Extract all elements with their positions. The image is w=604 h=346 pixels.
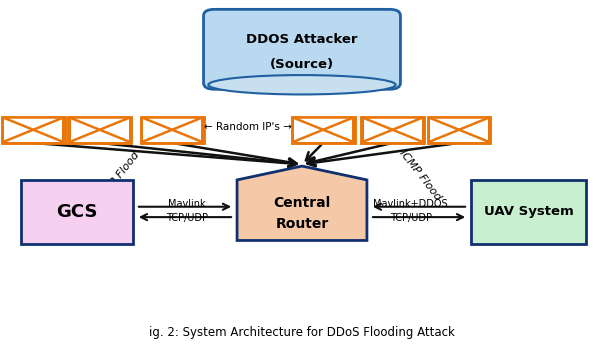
- FancyBboxPatch shape: [141, 117, 204, 143]
- FancyBboxPatch shape: [21, 180, 133, 244]
- Text: UAV System: UAV System: [484, 206, 573, 218]
- FancyBboxPatch shape: [361, 117, 424, 143]
- FancyBboxPatch shape: [68, 117, 131, 143]
- Text: Mavlink: Mavlink: [169, 199, 206, 209]
- FancyBboxPatch shape: [292, 117, 355, 143]
- FancyBboxPatch shape: [471, 180, 586, 244]
- Text: DDOS Attacker: DDOS Attacker: [246, 33, 358, 46]
- Text: Central: Central: [274, 196, 330, 210]
- Text: (Source): (Source): [270, 58, 334, 71]
- FancyBboxPatch shape: [428, 117, 490, 143]
- Text: TCP/UDP: TCP/UDP: [390, 213, 432, 223]
- FancyBboxPatch shape: [143, 118, 201, 142]
- Text: ICMP Flood: ICMP Flood: [397, 148, 443, 202]
- Text: TCP Flood: TCP Flood: [100, 150, 141, 199]
- FancyBboxPatch shape: [430, 118, 488, 142]
- Text: Router: Router: [275, 217, 329, 230]
- FancyBboxPatch shape: [2, 117, 65, 143]
- Ellipse shape: [208, 75, 396, 94]
- Text: GCS: GCS: [56, 203, 98, 221]
- Text: TCP/UDP: TCP/UDP: [166, 213, 208, 223]
- Text: Mavlink+DDOS: Mavlink+DDOS: [373, 199, 448, 209]
- Polygon shape: [237, 166, 367, 240]
- FancyBboxPatch shape: [4, 118, 62, 142]
- Text: ← Random IP's →: ← Random IP's →: [204, 122, 292, 132]
- FancyBboxPatch shape: [364, 118, 422, 142]
- FancyBboxPatch shape: [71, 118, 129, 142]
- Text: ig. 2: System Architecture for DDoS Flooding Attack: ig. 2: System Architecture for DDoS Floo…: [149, 326, 455, 339]
- FancyBboxPatch shape: [294, 118, 352, 142]
- FancyBboxPatch shape: [204, 9, 400, 89]
